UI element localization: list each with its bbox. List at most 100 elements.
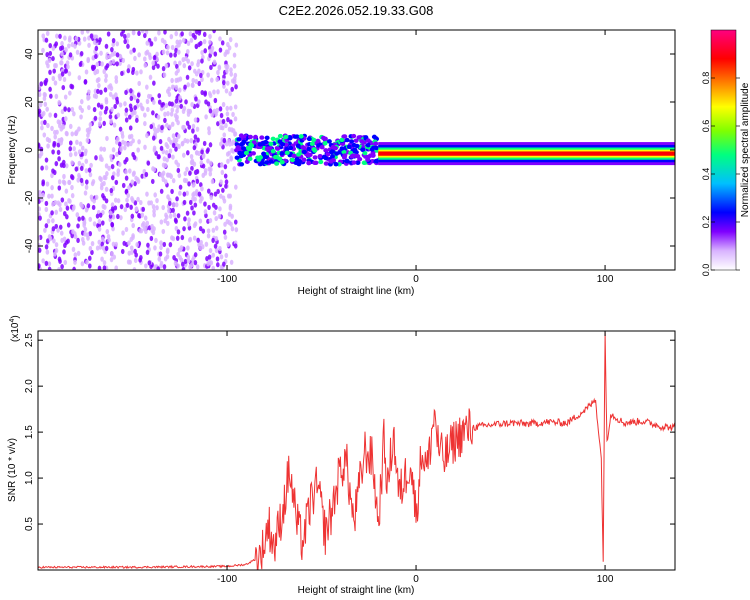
noise-speckle: [84, 69, 89, 75]
noise-speckle: [199, 239, 203, 246]
noise-speckle: [171, 154, 175, 160]
signal-blob: [365, 143, 371, 148]
noise-speckle: [126, 32, 131, 38]
noise-speckle: [137, 30, 141, 36]
noise-speckle: [180, 31, 184, 37]
noise-speckle: [218, 119, 223, 125]
noise-speckle: [175, 114, 179, 120]
noise-speckle: [70, 131, 75, 137]
noise-speckle: [121, 139, 125, 145]
noise-speckle: [72, 146, 76, 152]
noise-speckle: [126, 43, 130, 49]
noise-speckle: [114, 241, 118, 247]
noise-speckle: [157, 154, 161, 160]
noise-speckle: [228, 205, 233, 211]
noise-speckle: [193, 34, 197, 40]
signal-blob: [361, 160, 367, 166]
noise-speckle: [63, 68, 68, 74]
noise-speckle: [193, 260, 198, 266]
noise-speckle: [166, 44, 170, 50]
noise-speckle: [51, 226, 56, 232]
noise-speckle: [67, 179, 71, 185]
noise-speckle: [110, 206, 115, 212]
noise-speckle: [164, 149, 169, 156]
noise-speckle: [100, 182, 104, 188]
x-tick-label: 0: [413, 274, 419, 285]
noise-speckle: [161, 49, 166, 55]
noise-speckle: [226, 158, 230, 164]
noise-speckle: [156, 266, 160, 270]
noise-speckle: [38, 247, 42, 253]
signal-blob: [243, 150, 249, 156]
noise-speckle: [229, 156, 234, 162]
noise-speckle: [227, 211, 232, 217]
signal-blob: [263, 154, 269, 160]
noise-speckle: [135, 117, 139, 123]
noise-speckle: [189, 37, 194, 43]
signal-blob: [353, 138, 359, 143]
noise-speckle: [113, 205, 118, 211]
noise-speckle: [163, 218, 167, 224]
signal-blob: [320, 135, 326, 141]
noise-speckle: [68, 146, 73, 152]
noise-speckle: [143, 144, 147, 150]
noise-speckle: [63, 94, 68, 100]
noise-speckle: [181, 261, 185, 267]
noise-speckle: [206, 233, 211, 239]
noise-speckle: [57, 185, 62, 191]
noise-speckle: [145, 40, 150, 46]
signal-blob: [333, 162, 339, 167]
noise-speckle: [137, 139, 141, 145]
noise-speckle: [73, 259, 77, 265]
noise-speckle: [234, 84, 238, 90]
snr-series-line: [38, 332, 675, 570]
noise-speckle: [90, 241, 95, 247]
noise-speckle: [211, 237, 215, 243]
noise-speckle: [200, 89, 205, 96]
noise-speckle: [124, 175, 129, 181]
noise-speckle: [135, 242, 139, 248]
spectrogram-x-label: Height of straight line (km): [298, 286, 415, 297]
signal-blob: [360, 147, 366, 152]
noise-speckle: [234, 42, 239, 48]
noise-speckle: [213, 51, 218, 57]
signal-blob: [279, 151, 285, 156]
noise-speckle: [98, 116, 103, 122]
noise-speckle: [207, 126, 211, 132]
signal-blob: [352, 147, 358, 153]
noise-speckle: [232, 166, 237, 172]
noise-speckle: [213, 191, 218, 197]
noise-speckle: [158, 172, 163, 178]
noise-speckle: [167, 208, 171, 214]
noise-speckle: [70, 193, 75, 199]
noise-speckle: [56, 200, 61, 206]
noise-speckle: [59, 162, 64, 168]
noise-speckle: [77, 149, 82, 155]
signal-blob: [373, 141, 379, 146]
noise-speckle: [119, 215, 123, 221]
noise-speckle: [50, 210, 54, 216]
noise-speckle: [195, 264, 200, 270]
snr-panel: -100 0 100 0.5 1.0 1.5 2.0 2.5 Height of strai…: [7, 315, 676, 596]
noise-speckle: [103, 87, 108, 93]
noise-speckle: [109, 257, 114, 263]
noise-speckle: [200, 186, 204, 192]
noise-speckle: [183, 84, 187, 90]
signal-blob: [325, 152, 331, 157]
noise-speckle: [41, 33, 46, 39]
noise-speckle: [131, 171, 136, 177]
signal-blob: [330, 149, 336, 154]
signal-blob: [319, 145, 325, 150]
noise-speckle: [45, 52, 50, 58]
noise-speckle: [226, 49, 230, 55]
signal-blob: [373, 145, 379, 151]
noise-speckle: [176, 133, 181, 139]
noise-speckle: [88, 231, 93, 237]
noise-speckle: [230, 86, 235, 92]
noise-speckle: [207, 204, 211, 211]
noise-speckle: [70, 160, 74, 166]
noise-speckle: [152, 147, 157, 153]
noise-speckle: [192, 145, 197, 151]
noise-speckle: [185, 120, 190, 126]
noise-speckle: [124, 169, 128, 175]
